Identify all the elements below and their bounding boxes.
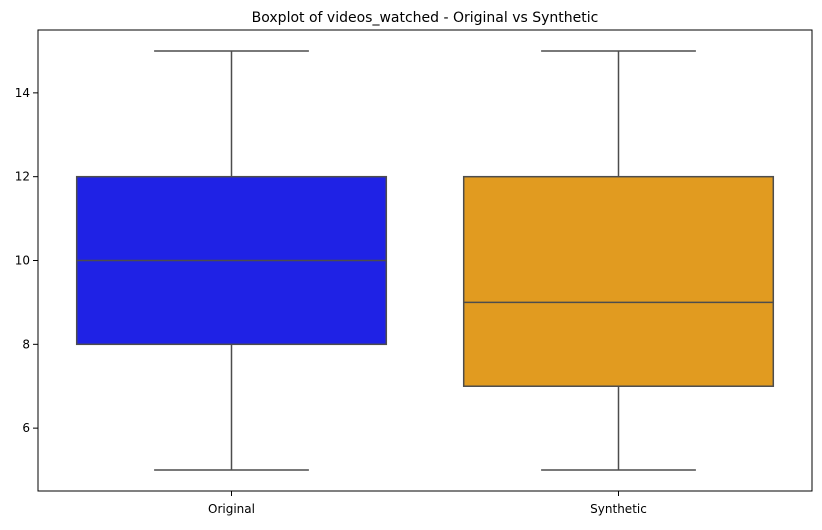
y-tick-label-6: 6 <box>22 421 30 435</box>
synthetic-box <box>462 175 775 387</box>
y-tick-label-14: 14 <box>15 86 30 100</box>
synthetic-x-tick-label: Synthetic <box>590 502 647 516</box>
chart-title: Boxplot of videos_watched - Original vs … <box>252 10 599 26</box>
y-tick-label-12: 12 <box>15 170 30 184</box>
y-tick-label-10: 10 <box>15 254 30 268</box>
y-tick-label-8: 8 <box>22 337 30 351</box>
plot-frame <box>37 29 813 492</box>
original-x-tick-label: Original <box>208 502 255 516</box>
plot-area: 6 8 10 12 14 Original Synthetic <box>15 29 813 516</box>
